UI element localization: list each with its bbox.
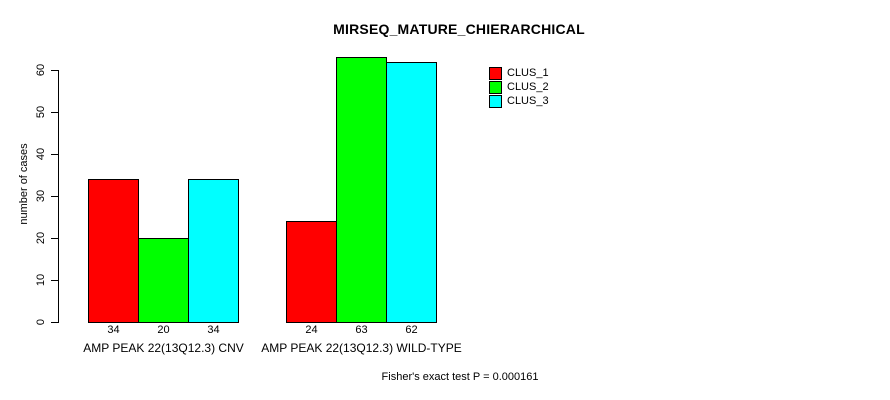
y-tick-mark xyxy=(51,70,58,71)
y-tick-label: 40 xyxy=(35,147,47,161)
bar-clus_2-group2 xyxy=(336,57,387,323)
y-tick-mark xyxy=(51,238,58,239)
bar-clus_1-group2 xyxy=(286,221,337,323)
bar-clus_3-group2 xyxy=(386,62,437,323)
y-tick-mark xyxy=(51,196,58,197)
y-tick-label: 20 xyxy=(35,231,47,245)
y-tick-label: 60 xyxy=(35,63,47,77)
bar-value-label: 24 xyxy=(305,324,318,336)
y-axis-line xyxy=(58,70,59,323)
bar-value-label: 34 xyxy=(107,324,120,336)
bar-clus_1-group1 xyxy=(88,179,139,323)
bar-clus_3-group1 xyxy=(188,179,239,323)
y-tick-label: 0 xyxy=(35,318,47,326)
y-tick-mark xyxy=(51,154,58,155)
bar-value-label: 62 xyxy=(405,324,418,336)
bar-value-label: 20 xyxy=(157,324,170,336)
bar-clus_2-group1 xyxy=(138,238,189,323)
annotation-text: Fisher's exact test P = 0.000161 xyxy=(381,371,539,383)
y-tick-mark xyxy=(51,280,58,281)
bar-value-label: 63 xyxy=(355,324,368,336)
y-tick-mark xyxy=(51,112,58,113)
chart-title: MIRSEQ_MATURE_CHIERARCHICAL xyxy=(333,21,585,37)
category-label: AMP PEAK 22(13Q12.3) CNV xyxy=(83,341,244,355)
bar-value-label: 34 xyxy=(207,324,220,336)
y-tick-label: 50 xyxy=(35,105,47,119)
y-tick-mark xyxy=(51,322,58,323)
category-label: AMP PEAK 22(13Q12.3) WILD-TYPE xyxy=(261,341,462,355)
y-tick-label: 10 xyxy=(35,273,47,287)
y-tick-label: 30 xyxy=(35,189,47,203)
